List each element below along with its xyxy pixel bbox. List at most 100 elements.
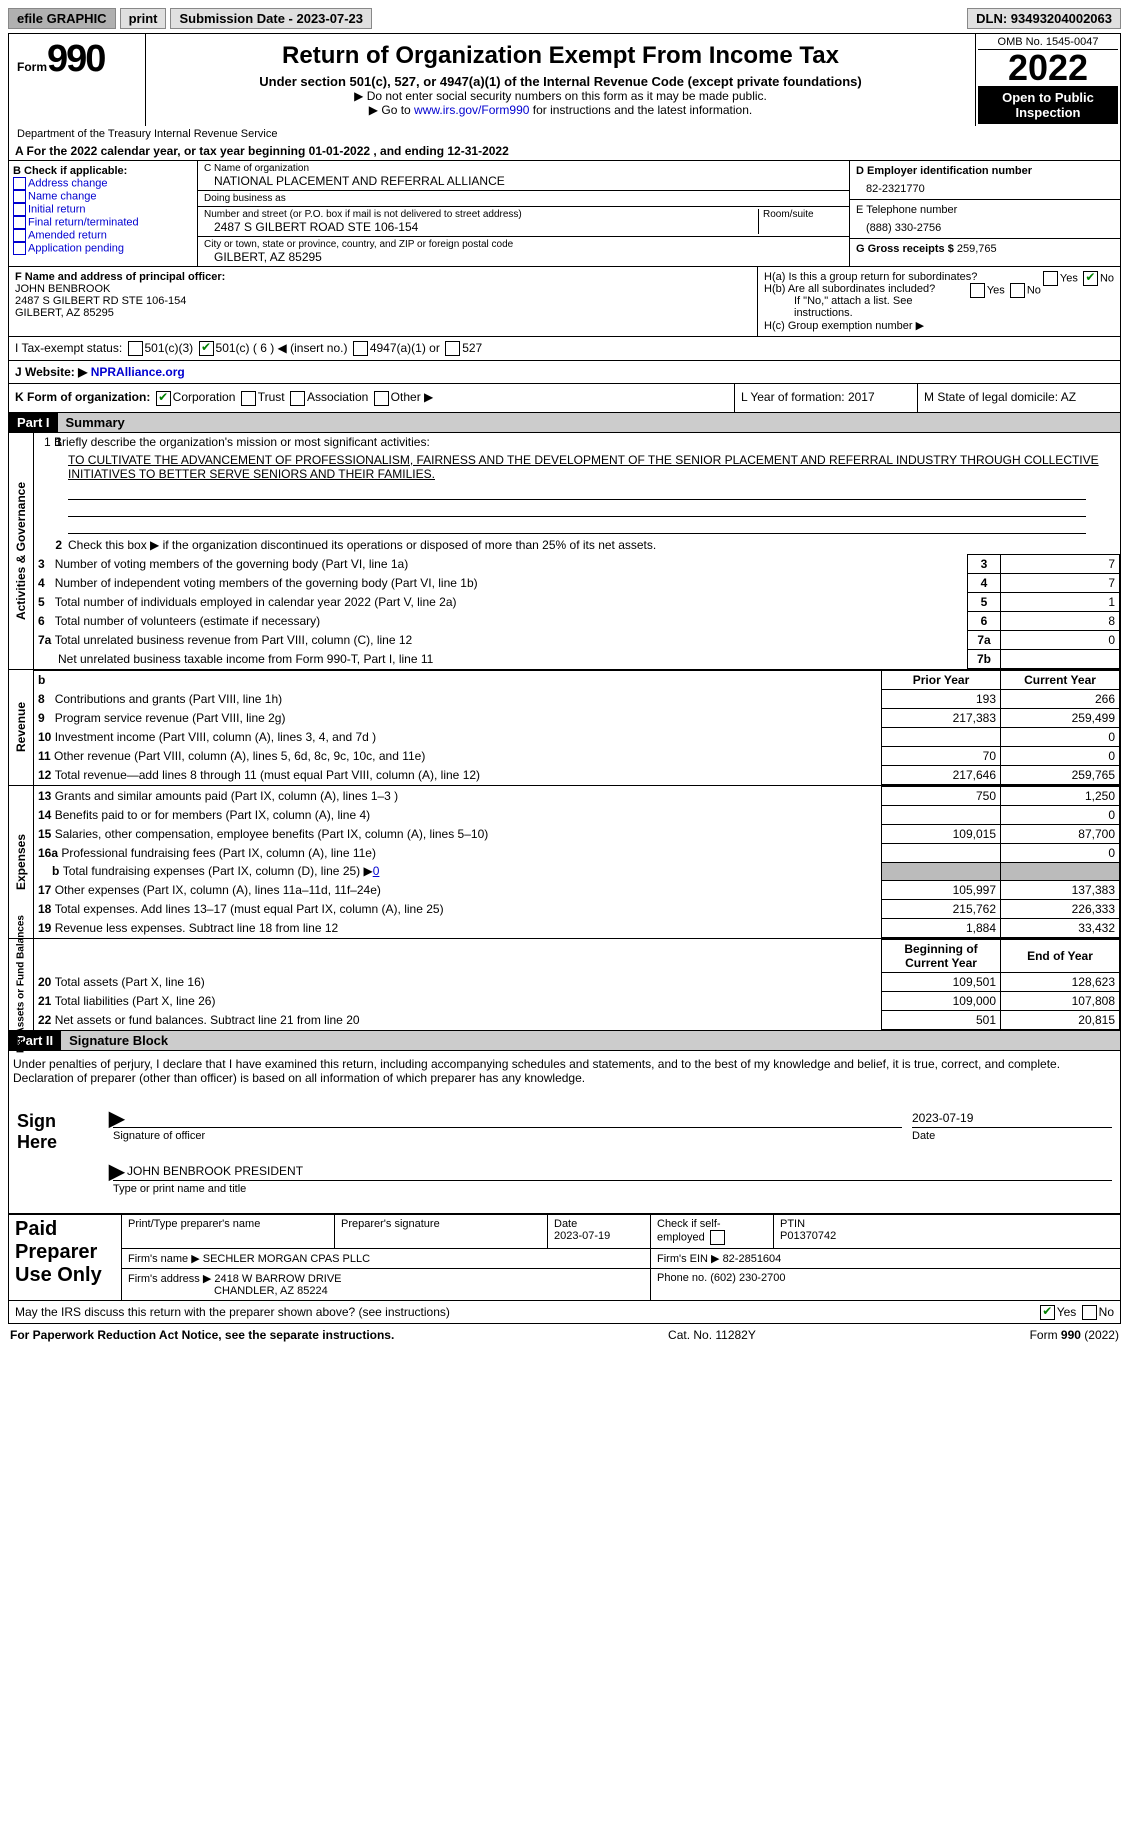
may-yes[interactable] [1040,1305,1055,1320]
ha-yes[interactable] [1043,271,1058,286]
chk-527[interactable] [445,341,460,356]
ein-value: 82-2321770 [856,177,1114,195]
chk-application-pending[interactable]: Application pending [13,242,193,255]
chk-501c3[interactable] [128,341,143,356]
row-i-tax-status: I Tax-exempt status: 501(c)(3) 501(c) ( … [8,337,1121,361]
print-button[interactable]: print [120,8,167,29]
firm-addr2: CHANDLER, AZ 85224 [128,1285,328,1297]
city-label: City or town, state or province, country… [204,239,843,250]
col-h-group: H(a) Is this a group return for subordin… [757,267,1120,336]
col-d-ein: D Employer identification number 82-2321… [849,161,1120,266]
room-label: Room/suite [763,209,843,220]
net-assets-section: Net Assets or Fund Balances Beginning of… [8,939,1121,1031]
sig-declaration: Under penalties of perjury, I declare th… [8,1051,1121,1091]
sign-here-block: Sign Here ▶ Signature of officer 2023-07… [8,1091,1121,1214]
org-name-label: C Name of organization [204,163,843,174]
part2-title: Signature Block [61,1031,1120,1050]
top-bar: efile GRAPHIC print Submission Date - 20… [8,8,1121,29]
col-b-checkboxes: B Check if applicable: Address change Na… [9,161,198,266]
phone-value: (888) 330-2756 [856,216,1114,234]
sig-date: 2023-07-19 [912,1111,973,1125]
chk-other[interactable] [374,391,389,406]
chk-initial-return[interactable]: Initial return [13,203,193,216]
chk-name-change[interactable]: Name change [13,190,193,203]
revenue-table: bPrior YearCurrent Year 8 Contributions … [34,670,1120,785]
irs-link[interactable]: www.irs.gov/Form990 [414,103,529,117]
lines-3-7-table: 3 Number of voting members of the govern… [34,554,1120,669]
row-j-website: J Website: ▶ NPRAlliance.org [8,361,1121,384]
paid-preparer-label: Paid Preparer Use Only [9,1214,122,1300]
preparer-table: Paid Preparer Use Only Print/Type prepar… [8,1214,1121,1301]
efile-button[interactable]: efile GRAPHIC [8,8,116,29]
addr-value: 2487 S GILBERT ROAD STE 106-154 [204,220,758,234]
form-note2: ▶ Go to www.irs.gov/Form990 for instruct… [150,103,971,117]
expenses-table: 13 Grants and similar amounts paid (Part… [34,786,1120,938]
gross-value: 259,765 [957,243,997,255]
may-discuss-row: May the IRS discuss this return with the… [8,1301,1121,1324]
form-ref: Form 990 (2022) [1030,1328,1119,1342]
officer-name: JOHN BENBROOK [15,283,751,295]
dept-treasury: Department of the Treasury Internal Reve… [8,126,1121,142]
may-no[interactable] [1082,1305,1097,1320]
mission-text: TO CULTIVATE THE ADVANCEMENT OF PROFESSI… [34,451,1120,483]
submission-date-button[interactable]: Submission Date - 2023-07-23 [170,8,372,29]
firm-addr1: 2418 W BARROW DRIVE [214,1273,341,1285]
ein-label: D Employer identification number [856,165,1114,177]
chk-self-employed[interactable] [710,1230,725,1245]
row-a-tax-year: A For the 2022 calendar year, or tax yea… [8,142,1121,161]
part1-title: Summary [58,413,1120,432]
form-title: Return of Organization Exempt From Incom… [150,42,971,70]
website-link[interactable]: NPRAlliance.org [91,365,185,379]
chk-trust[interactable] [241,391,256,406]
mission-blank3 [68,519,1086,534]
col-b-header: B Check if applicable: [13,165,193,177]
part1-label: Part I [9,413,58,432]
hb-no[interactable] [1010,283,1025,298]
col-c-org-info: C Name of organization NATIONAL PLACEMEN… [198,161,849,266]
firm-phone: (602) 230-2700 [710,1272,785,1284]
row-m: M State of legal domicile: AZ [918,384,1120,411]
prep-sig-hdr: Preparer's signature [335,1214,548,1248]
cat-no: Cat. No. 11282Y [668,1328,756,1342]
tax-year: 2022 [978,50,1118,86]
col-f-officer: F Name and address of principal officer:… [9,267,757,336]
brief-label: 1 Briefly describe the organization's mi… [44,435,1116,449]
chk-corp[interactable] [156,391,171,406]
chk-final-return[interactable]: Final return/terminated [13,216,193,229]
ha-no[interactable] [1083,271,1098,286]
form-header: Form990 Return of Organization Exempt Fr… [8,33,1121,126]
prep-name-hdr: Print/Type preparer's name [122,1214,335,1248]
city-value: GILBERT, AZ 85295 [204,250,843,264]
block-bcd: B Check if applicable: Address change Na… [8,161,1121,267]
sig-name-label: Type or print name and title [113,1183,1112,1195]
revenue-section: Revenue bPrior YearCurrent Year 8 Contri… [8,670,1121,786]
activities-governance: Activities & Governance 11 Briefly descr… [8,433,1121,670]
row-klm: K Form of organization: Corporation Trus… [8,384,1121,412]
form-word: Form [17,60,47,74]
dba-label: Doing business as [204,193,843,204]
officer-addr1: 2487 S GILBERT RD STE 106-154 [15,295,751,307]
hb-yes[interactable] [970,283,985,298]
form-number: 990 [47,38,104,80]
block-fh: F Name and address of principal officer:… [8,267,1121,337]
firm-ein: 82-2851604 [723,1253,782,1265]
side-ag: Activities & Governance [14,482,28,620]
chk-501c[interactable] [199,341,214,356]
expenses-section: Expenses 13 Grants and similar amounts p… [8,786,1121,939]
sig-officer-label: Signature of officer [113,1130,902,1142]
hb-note: If "No," attach a list. See instructions… [764,295,1114,319]
dln-button[interactable]: DLN: 93493204002063 [967,8,1121,29]
page-footer: For Paperwork Reduction Act Notice, see … [8,1324,1121,1346]
officer-label: F Name and address of principal officer: [15,271,751,283]
side-exp: Expenses [14,834,28,890]
chk-address-change[interactable]: Address change [13,177,193,190]
sign-here-label: Sign Here [9,1091,105,1213]
part1-header: Part I Summary [8,413,1121,433]
chk-amended-return[interactable]: Amended return [13,229,193,242]
chk-4947[interactable] [353,341,368,356]
chk-assoc[interactable] [290,391,305,406]
open-inspection: Open to Public Inspection [978,86,1118,124]
paperwork-notice: For Paperwork Reduction Act Notice, see … [10,1328,394,1342]
mission-blank1 [68,485,1086,500]
firm-name: SECHLER MORGAN CPAS PLLC [203,1253,370,1265]
